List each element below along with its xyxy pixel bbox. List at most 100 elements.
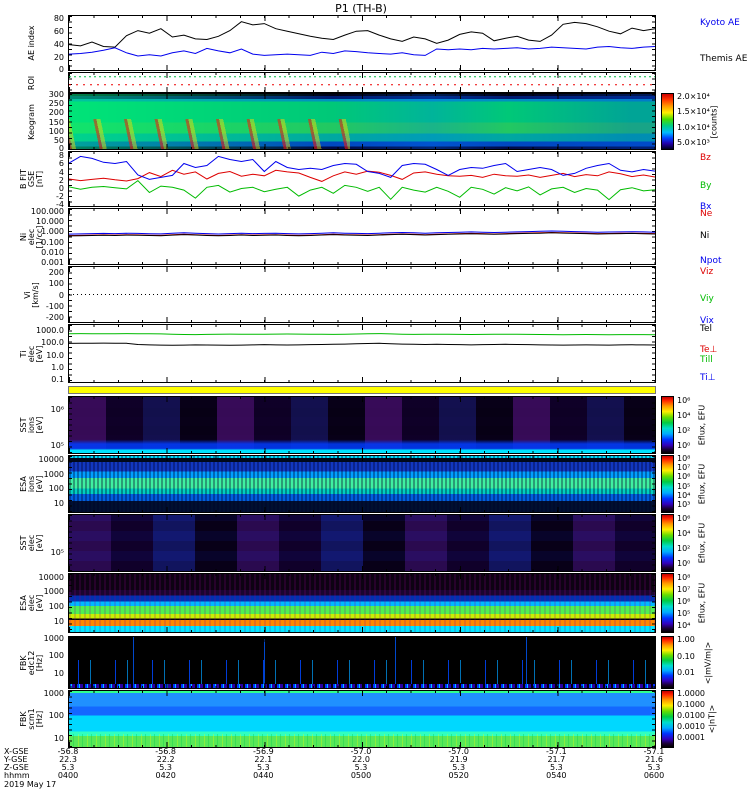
bottom-axis-value: 5.3 <box>354 763 368 772</box>
colorbar-unit-esa-ions: Eflux, EFU <box>697 463 707 505</box>
colorbar-tick-fbk-b: 0.1000 <box>677 699 705 709</box>
y-axis-ticks-right <box>652 73 655 92</box>
x-axis-ticks-top <box>69 691 655 696</box>
panel-keogram <box>68 93 656 150</box>
bottom-axis-value: 21.6 <box>645 755 663 764</box>
panel-esa-elec <box>68 573 656 633</box>
ytick-label-ae: 20 <box>53 53 64 62</box>
colorbar-tick-sst-ions: 10⁴ <box>677 411 691 421</box>
series-tel <box>69 342 655 346</box>
panel-roi-bar <box>68 386 656 394</box>
colorbar-esa-ions <box>661 455 674 513</box>
colorbar-tick-esa-ions: 10⁴ <box>677 491 691 501</box>
x-axis-ticks-bottom <box>69 683 655 688</box>
ytick-label-bfit: 4 <box>58 167 64 177</box>
ytick-label-bfit: 2 <box>58 176 64 186</box>
plot-area-bfit <box>69 155 655 201</box>
colorbar-tick-sst-ions: 10⁰ <box>677 441 691 451</box>
legend-ti⊥: Ti⊥ <box>700 372 716 383</box>
series-bz <box>69 169 655 182</box>
colorbar-tick-esa-elec: 10⁵ <box>677 608 691 618</box>
series-themis-ae <box>69 45 655 57</box>
ytick-label-ti: 100.0 <box>41 338 64 348</box>
x-axis-ticks-top <box>69 637 655 642</box>
colorbar-tick-esa-ions: 10⁸ <box>677 453 691 463</box>
ytick-label-ti: 1000.0 <box>36 325 64 335</box>
colorbar-esa-elec <box>661 573 674 633</box>
bottom-axis-value: 22.2 <box>156 755 175 764</box>
ytick-label-bfit: -2 <box>56 192 64 202</box>
bottom-row-label-hhmm: hhmm <box>4 771 30 780</box>
ytick-label-ae: 40 <box>53 40 64 50</box>
bottom-axis-value: 0520 <box>448 771 469 780</box>
ytick-label-fbk-e: 100 <box>48 651 64 661</box>
y-axis-ticks-right <box>652 325 655 382</box>
colorbar-unit-sst-ions: Eflux, EFU <box>697 404 707 446</box>
ytick-label-ni: 0.100 <box>41 237 64 247</box>
colorbar-fbk-b <box>661 690 674 748</box>
ytick-label-ti: 10.0 <box>46 350 64 360</box>
bottom-axis-value: 5.3 <box>549 763 563 772</box>
x-axis-ticks-top <box>69 16 655 21</box>
colorbar-fbk-e <box>661 636 674 689</box>
colorbar-tick-esa-elec: 10⁶ <box>677 596 691 606</box>
ytick-label-vi: 0 <box>58 290 64 300</box>
colorbar-tick-sst-elec: 10⁶ <box>677 514 691 524</box>
x-axis-ticks-top <box>69 456 655 461</box>
bottom-axis-value: -57.0 <box>448 747 470 756</box>
series-by <box>69 179 655 201</box>
ytick-label-fbk-b: 100 <box>48 710 64 720</box>
ytick-label-ae: 60 <box>53 26 64 36</box>
x-axis-ticks-top <box>69 73 655 78</box>
ytick-label-fbk-e: 1000 <box>43 633 64 643</box>
colorbar-tick-sst-ions: 10² <box>677 426 691 436</box>
x-axis-ticks-bottom <box>69 65 655 70</box>
ytick-label-keogram: 100 <box>48 126 64 136</box>
ytick-label-esa-elec: 10000 <box>38 572 64 582</box>
x-axis-ticks-bottom <box>69 448 655 453</box>
ylabel-roi: ROI <box>27 75 36 90</box>
y-axis-ticks-left <box>69 515 72 571</box>
panel-sst-elec <box>68 514 656 572</box>
plot-area-ae <box>69 21 655 57</box>
bottom-axis-value: 0420 <box>155 771 176 780</box>
x-axis-ticks-top <box>69 574 655 579</box>
ytick-label-fbk-b: 1000 <box>43 688 64 698</box>
ytick-label-esa-ions: 10000 <box>38 455 64 465</box>
x-axis-ticks-bottom <box>69 742 655 747</box>
ytick-label-ae: 0 <box>58 65 64 75</box>
colorbar-tick-esa-ions: 10⁵ <box>677 481 691 491</box>
y-axis-ticks-right <box>652 637 655 688</box>
bottom-axis-value: 22.0 <box>352 755 370 764</box>
bottom-axis-value: -56.8 <box>57 747 79 756</box>
panel-fbk-b <box>68 690 656 748</box>
y-axis-ticks-left <box>69 637 72 688</box>
bottom-axis-value: 22.3 <box>59 755 77 764</box>
colorbar-tick-fbk-b: 1.0000 <box>677 688 705 698</box>
x-axis-ticks-bottom <box>69 377 655 382</box>
legend-viy: Viy <box>700 293 714 304</box>
x-axis-ticks-top <box>69 397 655 402</box>
colorbar-tick-keogram: 5.0×10³ <box>677 138 710 148</box>
legend-themis-ae: Themis AE <box>700 54 748 65</box>
legend-tel: Tel <box>700 324 713 335</box>
ytick-label-esa-ions: 1000 <box>43 469 64 479</box>
ytick-label-bfit: -4 <box>56 200 64 210</box>
legend-bx: Bx <box>700 201 712 212</box>
bottom-axis-value: 21.7 <box>547 755 566 764</box>
ytick-label-ni: 0.010 <box>41 247 64 257</box>
bottom-axis-value: 5.3 <box>159 763 173 772</box>
x-axis-ticks-top <box>69 515 655 520</box>
x-axis-ticks-top <box>69 152 655 157</box>
legend-ni: Ni <box>700 230 710 241</box>
colorbar-tick-fbk-b: 0.0001 <box>677 732 705 742</box>
y-axis-ticks-right <box>652 397 655 453</box>
ytick-label-esa-ions: 100 <box>48 484 64 494</box>
series-bx <box>69 155 655 180</box>
y-axis-ticks-right <box>652 574 655 632</box>
y-axis-ticks-left <box>69 16 72 70</box>
bottom-axis-value: 5.3 <box>61 763 75 772</box>
colorbar-unit-keogram: [counts] <box>709 105 719 138</box>
x-axis-ticks-bottom <box>69 317 655 322</box>
